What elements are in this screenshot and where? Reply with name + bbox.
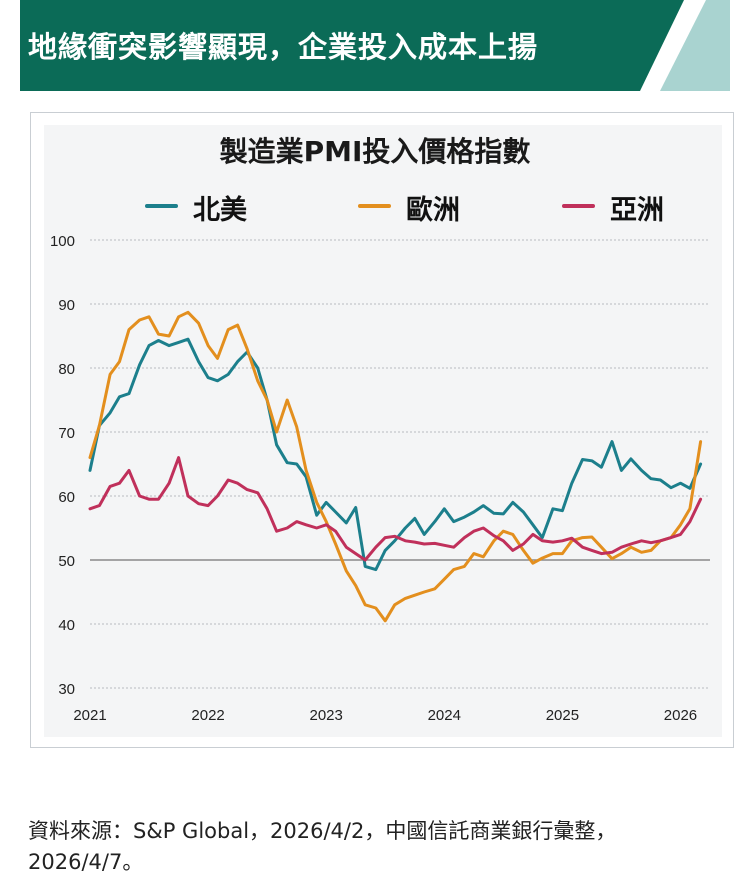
y-tick-label-90: 90 bbox=[58, 297, 75, 314]
header-banner: 地緣衝突影響顯現，企業投入成本上揚 bbox=[20, 0, 730, 91]
x-tick-label-2021: 2021 bbox=[73, 707, 106, 724]
chart-title: 製造業PMI投入價格指數 bbox=[219, 135, 531, 168]
series-line-north-america bbox=[88, 337, 703, 572]
y-tick-label-80: 80 bbox=[58, 361, 75, 378]
x-tick-label-2026: 2026 bbox=[664, 707, 697, 724]
legend-label-asia: 亞洲 bbox=[610, 195, 664, 226]
y-tick-label-60: 60 bbox=[58, 489, 75, 506]
series-line-europe bbox=[88, 310, 703, 623]
legend-swatch-asia bbox=[562, 204, 595, 208]
legend-label-north-america: 北美 bbox=[193, 195, 247, 226]
series-line-asia bbox=[88, 456, 703, 562]
legend-swatch-north-america bbox=[145, 204, 178, 208]
y-tick-label-50: 50 bbox=[58, 553, 75, 570]
banner-accent-stripe bbox=[640, 0, 730, 91]
banner-background bbox=[20, 0, 730, 91]
x-tick-label-2024: 2024 bbox=[428, 707, 461, 724]
y-tick-label-30: 30 bbox=[58, 681, 75, 698]
chart-background bbox=[44, 125, 722, 737]
x-tick-label-2025: 2025 bbox=[546, 707, 579, 724]
source-note: 資料來源：S&P Global，2026/4/2，中國信託商業銀行彙整，2026… bbox=[28, 819, 617, 874]
page-title: 地緣衝突影響顯現，企業投入成本上揚 bbox=[28, 30, 539, 64]
legend-swatch-europe bbox=[358, 204, 391, 208]
y-tick-label-70: 70 bbox=[58, 425, 75, 442]
y-tick-label-40: 40 bbox=[58, 617, 75, 634]
x-tick-label-2022: 2022 bbox=[191, 707, 224, 724]
x-tick-label-2023: 2023 bbox=[310, 707, 343, 724]
y-tick-label-100: 100 bbox=[50, 233, 75, 250]
legend-label-europe: 歐洲 bbox=[406, 195, 460, 226]
chart-frame bbox=[30, 112, 734, 748]
